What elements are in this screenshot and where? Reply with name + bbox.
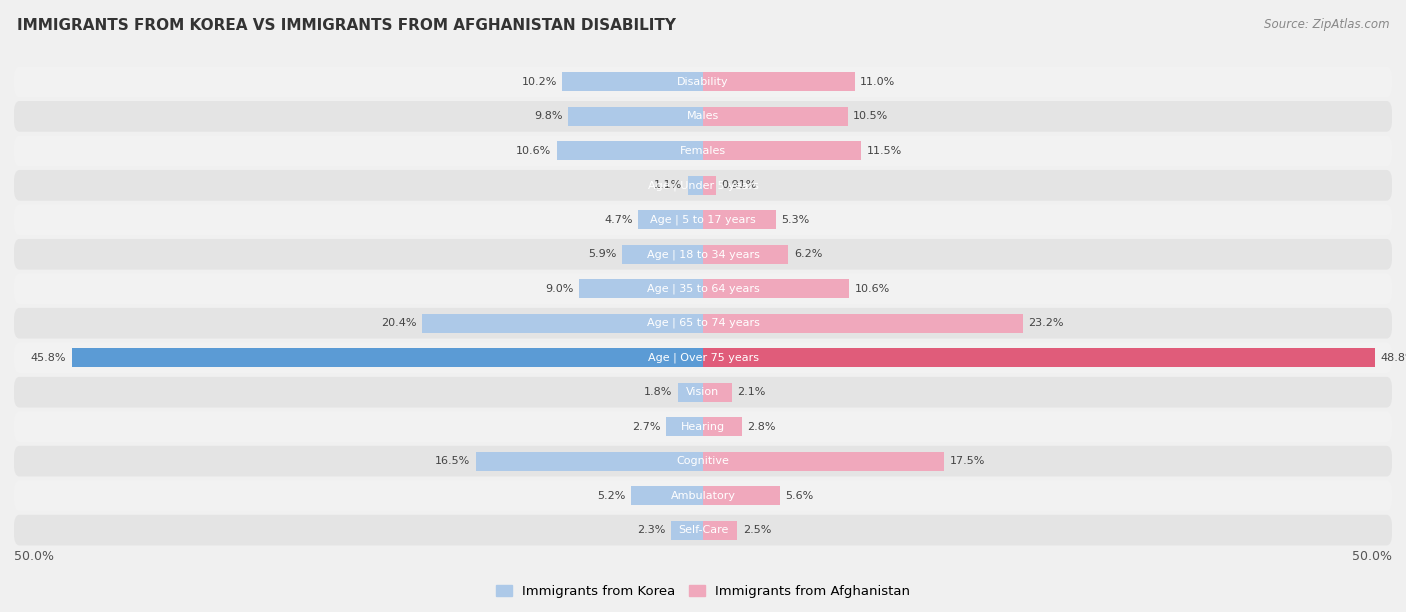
Text: 4.7%: 4.7% bbox=[605, 215, 633, 225]
Text: IMMIGRANTS FROM KOREA VS IMMIGRANTS FROM AFGHANISTAN DISABILITY: IMMIGRANTS FROM KOREA VS IMMIGRANTS FROM… bbox=[17, 18, 676, 34]
Text: Self-Care: Self-Care bbox=[678, 525, 728, 535]
FancyBboxPatch shape bbox=[14, 342, 1392, 373]
Bar bbox=[703, 521, 738, 540]
Bar bbox=[72, 348, 703, 367]
Text: 2.5%: 2.5% bbox=[742, 525, 772, 535]
Bar bbox=[638, 211, 703, 230]
Text: 45.8%: 45.8% bbox=[31, 353, 66, 363]
FancyBboxPatch shape bbox=[14, 135, 1392, 166]
Bar bbox=[422, 314, 703, 333]
Bar bbox=[703, 245, 789, 264]
Bar bbox=[703, 176, 716, 195]
Text: 11.0%: 11.0% bbox=[860, 77, 896, 87]
FancyBboxPatch shape bbox=[14, 446, 1392, 477]
Bar bbox=[703, 72, 855, 91]
Text: Age | Over 75 years: Age | Over 75 years bbox=[648, 353, 758, 363]
Text: 1.8%: 1.8% bbox=[644, 387, 672, 397]
FancyBboxPatch shape bbox=[14, 377, 1392, 408]
Bar bbox=[703, 452, 945, 471]
Text: 9.0%: 9.0% bbox=[546, 284, 574, 294]
Text: Source: ZipAtlas.com: Source: ZipAtlas.com bbox=[1264, 18, 1389, 31]
Text: 11.5%: 11.5% bbox=[868, 146, 903, 156]
Text: Females: Females bbox=[681, 146, 725, 156]
Bar bbox=[557, 141, 703, 160]
FancyBboxPatch shape bbox=[14, 274, 1392, 304]
Text: 0.91%: 0.91% bbox=[721, 181, 756, 190]
Bar bbox=[703, 314, 1022, 333]
Text: Age | 65 to 74 years: Age | 65 to 74 years bbox=[647, 318, 759, 329]
FancyBboxPatch shape bbox=[14, 204, 1392, 235]
Text: 2.8%: 2.8% bbox=[747, 422, 776, 431]
Text: 10.5%: 10.5% bbox=[853, 111, 889, 121]
Text: 5.6%: 5.6% bbox=[786, 491, 814, 501]
Text: Disability: Disability bbox=[678, 77, 728, 87]
Bar bbox=[688, 176, 703, 195]
Bar bbox=[666, 417, 703, 436]
Text: Males: Males bbox=[688, 111, 718, 121]
Text: 2.3%: 2.3% bbox=[637, 525, 666, 535]
Text: 50.0%: 50.0% bbox=[1353, 550, 1392, 563]
FancyBboxPatch shape bbox=[14, 308, 1392, 338]
FancyBboxPatch shape bbox=[14, 239, 1392, 270]
Text: 10.6%: 10.6% bbox=[516, 146, 551, 156]
Text: Cognitive: Cognitive bbox=[676, 456, 730, 466]
FancyBboxPatch shape bbox=[14, 515, 1392, 545]
Text: 5.9%: 5.9% bbox=[588, 249, 616, 259]
FancyBboxPatch shape bbox=[14, 480, 1392, 511]
Bar bbox=[631, 486, 703, 505]
Bar bbox=[579, 279, 703, 298]
Text: Hearing: Hearing bbox=[681, 422, 725, 431]
Text: Vision: Vision bbox=[686, 387, 720, 397]
Text: 48.8%: 48.8% bbox=[1381, 353, 1406, 363]
Text: Age | 18 to 34 years: Age | 18 to 34 years bbox=[647, 249, 759, 259]
Text: 2.1%: 2.1% bbox=[738, 387, 766, 397]
Text: 16.5%: 16.5% bbox=[434, 456, 470, 466]
FancyBboxPatch shape bbox=[14, 411, 1392, 442]
Bar bbox=[671, 521, 703, 540]
Bar bbox=[703, 348, 1375, 367]
FancyBboxPatch shape bbox=[14, 170, 1392, 201]
Text: 20.4%: 20.4% bbox=[381, 318, 416, 328]
Text: Age | Under 5 years: Age | Under 5 years bbox=[648, 180, 758, 190]
FancyBboxPatch shape bbox=[14, 67, 1392, 97]
Text: Age | 5 to 17 years: Age | 5 to 17 years bbox=[650, 215, 756, 225]
Text: 1.1%: 1.1% bbox=[654, 181, 682, 190]
Text: 50.0%: 50.0% bbox=[14, 550, 53, 563]
Bar bbox=[703, 417, 741, 436]
Bar bbox=[562, 72, 703, 91]
Text: 6.2%: 6.2% bbox=[794, 249, 823, 259]
Text: 10.6%: 10.6% bbox=[855, 284, 890, 294]
Bar bbox=[703, 211, 776, 230]
Legend: Immigrants from Korea, Immigrants from Afghanistan: Immigrants from Korea, Immigrants from A… bbox=[491, 580, 915, 603]
Text: Ambulatory: Ambulatory bbox=[671, 491, 735, 501]
Text: 17.5%: 17.5% bbox=[949, 456, 986, 466]
FancyBboxPatch shape bbox=[14, 101, 1392, 132]
Bar bbox=[703, 279, 849, 298]
Text: Age | 35 to 64 years: Age | 35 to 64 years bbox=[647, 283, 759, 294]
Text: 5.2%: 5.2% bbox=[598, 491, 626, 501]
Text: 23.2%: 23.2% bbox=[1028, 318, 1064, 328]
Bar bbox=[568, 107, 703, 126]
Text: 5.3%: 5.3% bbox=[782, 215, 810, 225]
Text: 2.7%: 2.7% bbox=[631, 422, 661, 431]
Text: 10.2%: 10.2% bbox=[522, 77, 557, 87]
Text: 9.8%: 9.8% bbox=[534, 111, 562, 121]
Bar bbox=[621, 245, 703, 264]
Bar bbox=[703, 382, 733, 401]
Bar bbox=[703, 141, 862, 160]
Bar bbox=[703, 486, 780, 505]
Bar bbox=[475, 452, 703, 471]
Bar bbox=[678, 382, 703, 401]
Bar bbox=[703, 107, 848, 126]
